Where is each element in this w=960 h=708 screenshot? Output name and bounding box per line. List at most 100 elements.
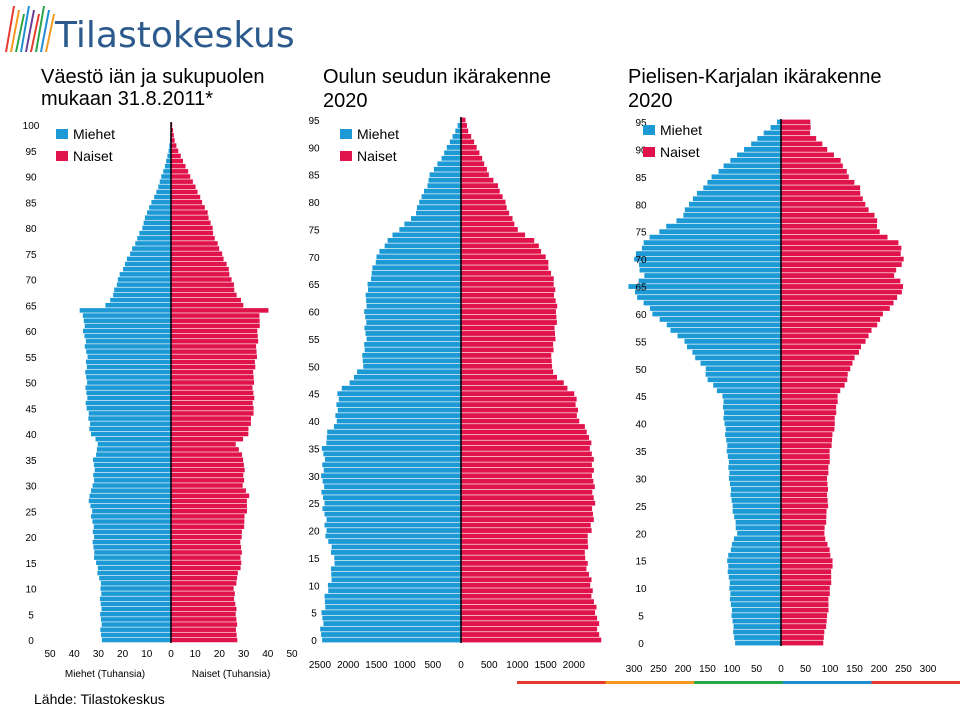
men-bar-age-42 (337, 407, 461, 413)
men-bar-age-46 (85, 400, 171, 406)
y-tick-label: 95 (308, 116, 320, 127)
men-bar-age-14 (728, 563, 781, 569)
men-bar-age-69 (116, 282, 171, 287)
women-bar-age-80 (171, 225, 213, 231)
women-bar-age-88 (461, 155, 483, 161)
women-bar-age-94 (781, 125, 811, 130)
men-bar-age-88 (158, 184, 171, 190)
men-bar-age-42 (90, 421, 171, 426)
x-tick-label: 100 (724, 664, 741, 675)
legend-label: Naiset (660, 144, 700, 160)
stripe-segment (871, 681, 960, 684)
legend-label: Miehet (660, 122, 702, 138)
men-bar-age-41 (89, 426, 171, 432)
men-bar-age-66 (638, 278, 781, 284)
brand-name: Tilastokeskus (54, 15, 295, 56)
men-bar-age-7 (324, 599, 461, 605)
pyramid-chart-3: Pielisen-Karjalan ikärakenne202005101520… (626, 66, 937, 675)
men-bar-age-43 (722, 404, 781, 410)
men-bar-age-34 (93, 462, 171, 468)
women-bar-age-30 (781, 476, 827, 481)
women-bar-age-62 (781, 300, 894, 306)
men-bar-age-22 (93, 524, 171, 529)
chart-title-line: Väestö iän ja sukupuolen (41, 66, 265, 88)
women-bar-age-63 (781, 295, 898, 300)
men-bar-age-87 (437, 161, 461, 167)
men-bar-age-60 (364, 309, 461, 314)
men-bar-age-65 (105, 302, 171, 308)
men-bar-age-92 (452, 134, 461, 139)
men-bar-age-10 (100, 586, 171, 591)
women-bar-age-2 (781, 629, 825, 635)
women-bar-age-20 (781, 530, 825, 536)
y-tick-label: 100 (23, 121, 40, 132)
men-bar-age-8 (324, 593, 461, 599)
women-bar-age-28 (781, 487, 828, 492)
women-bar-age-47 (461, 380, 564, 386)
women-bar-age-16 (461, 550, 585, 555)
men-bar-age-3 (733, 624, 781, 629)
men-bar-age-26 (90, 503, 171, 509)
men-bar-age-5 (100, 611, 171, 617)
women-bar-age-46 (461, 385, 568, 391)
y-tick-label: 50 (635, 365, 647, 376)
women-bar-age-78 (461, 210, 510, 216)
women-bar-age-45 (461, 391, 575, 397)
men-bar-age-17 (94, 550, 171, 555)
legend-label: Naiset (357, 148, 397, 164)
women-bar-age-56 (171, 349, 257, 354)
women-bar-age-52 (461, 352, 552, 358)
women-bar-age-71 (781, 251, 901, 257)
women-bar-age-49 (781, 371, 848, 377)
stripe-segment (694, 681, 784, 684)
y-tick-label: 0 (638, 639, 644, 650)
men-bar-age-90 (161, 174, 171, 179)
men-bar-age-38 (327, 429, 461, 435)
y-tick-label: 20 (308, 527, 320, 538)
women-bar-age-91 (171, 169, 189, 174)
women-bar-age-24 (781, 508, 827, 514)
men-bar-age-80 (419, 199, 461, 205)
women-bar-age-66 (171, 297, 242, 303)
men-bar-age-71 (379, 248, 461, 254)
men-bar-age-24 (91, 514, 171, 519)
men-bar-age-34 (323, 451, 461, 457)
women-bar-age-65 (461, 281, 554, 287)
women-bar-age-65 (171, 302, 244, 308)
logo-stripe (25, 10, 35, 52)
men-bar-age-89 (737, 152, 781, 158)
women-bar-age-87 (781, 163, 843, 169)
men-bar-age-27 (321, 489, 461, 495)
women-bar-age-12 (171, 575, 238, 581)
men-bar-age-71 (635, 251, 781, 257)
women-bar-age-60 (461, 309, 556, 314)
y-tick-label: 15 (308, 554, 320, 565)
men-bar-age-84 (428, 177, 461, 183)
men-bar-age-62 (366, 298, 461, 304)
women-bar-age-55 (461, 336, 556, 342)
women-bar-age-70 (781, 256, 904, 262)
men-bar-age-0 (101, 637, 171, 643)
x-tick-label: 1000 (393, 660, 416, 671)
women-bar-age-13 (171, 570, 238, 576)
women-bar-age-33 (171, 467, 245, 473)
men-bar-age-92 (164, 163, 171, 169)
stripe-segment (605, 681, 695, 684)
y-tick-label: 70 (25, 276, 37, 287)
women-bar-age-75 (461, 227, 518, 232)
y-tick-label: 25 (308, 499, 320, 510)
women-bar-age-49 (171, 385, 253, 390)
y-tick-label: 20 (25, 533, 37, 544)
women-bar-age-25 (781, 503, 829, 509)
women-bar-age-18 (781, 541, 828, 547)
legend-swatch (643, 147, 655, 157)
women-bar-age-80 (781, 201, 866, 207)
women-bar-age-79 (461, 205, 507, 210)
women-bar-age-29 (171, 488, 246, 493)
men-bar-age-7 (100, 601, 171, 607)
men-bar-age-63 (82, 313, 171, 318)
men-bar-age-59 (659, 317, 781, 322)
women-bar-age-28 (461, 484, 595, 490)
women-bar-age-57 (781, 327, 872, 333)
men-bar-age-27 (730, 492, 781, 498)
